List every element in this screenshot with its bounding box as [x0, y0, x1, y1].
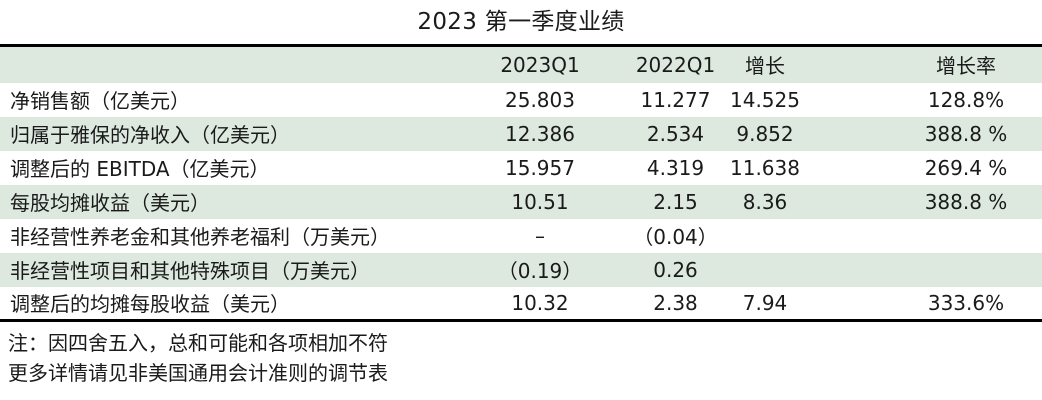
- value-cell: （0.04）: [633, 225, 718, 249]
- results-table: 2023Q1 2022Q1 增长 增长率 净销售额（亿美元） 25.803 11.277 1…: [0, 44, 1042, 322]
- value-cell: 15.957: [505, 155, 575, 180]
- value-cell: 8.36: [742, 189, 788, 214]
- table-body: 净销售额（亿美元） 25.803 11.277 14.525 128.8% 归属于雅保的净…: [0, 82, 1042, 321]
- row-label: 非经营性项目和其他特殊项目（万美元）: [10, 259, 370, 283]
- table-row: 净销售额（亿美元） 25.803 11.277 14.525 128.8%: [0, 82, 1042, 117]
- row-label: 每股均摊收益（美元）: [10, 191, 210, 215]
- row-label: 归属于雅保的净收入（亿美元）: [10, 123, 290, 147]
- header-row: 2023Q1 2022Q1 增长 增长率: [0, 45, 1042, 83]
- value-cell: 2.15: [653, 189, 698, 214]
- column-header: 增长: [745, 54, 785, 79]
- value-cell: 388.8 %: [924, 189, 1008, 214]
- column-header: 2022Q1: [635, 52, 716, 77]
- table-row: 非经营性养老金和其他养老福利（万美元） – （0.04）: [0, 218, 1042, 253]
- value-cell: [805, 219, 1042, 253]
- value-cell: （0.19）: [497, 259, 583, 283]
- table-row: 归属于雅保的净收入（亿美元） 12.386 2.534 9.852 388.8 %: [0, 116, 1042, 151]
- value-cell: 269.4 %: [924, 155, 1008, 180]
- row-label-header: [0, 46, 460, 83]
- value-cell: 10.32: [511, 290, 569, 315]
- value-cell: –: [535, 223, 545, 248]
- value-cell: [725, 253, 805, 287]
- value-cell: [805, 253, 1042, 287]
- row-label: 净销售额（亿美元）: [10, 89, 190, 113]
- value-cell: 388.8 %: [924, 121, 1008, 146]
- table-footnotes: 注：因四舍五入，总和可能和各项相加不符 更多详情请见非美国通用会计准则的调节表: [0, 328, 1042, 388]
- column-header: 增长率: [936, 54, 996, 79]
- table-row: 调整后的均摊每股收益（美元） 10.32 2.38 7.94 333.6%: [0, 286, 1042, 321]
- column-header: 2023Q1: [500, 52, 580, 77]
- value-cell: [725, 219, 805, 253]
- value-cell: 128.8%: [927, 87, 1005, 112]
- row-label: 调整后的均摊每股收益（美元）: [10, 292, 290, 317]
- value-cell: 12.386: [505, 121, 575, 146]
- value-cell: 7.94: [742, 290, 788, 315]
- value-cell: 11.638: [730, 155, 800, 180]
- value-cell: 333.6%: [927, 290, 1005, 315]
- footnote-line: 注：因四舍五入，总和可能和各项相加不符: [8, 331, 388, 355]
- footnote-line: 更多详情请见非美国通用会计准则的调节表: [8, 361, 388, 385]
- row-label: 调整后的 EBITDA（亿美元）: [10, 157, 270, 181]
- value-cell: 14.525: [730, 87, 800, 112]
- table-row: 调整后的 EBITDA（亿美元） 15.957 4.319 11.638 269.4 %: [0, 150, 1042, 185]
- page-title: 2023 第一季度业绩: [417, 9, 625, 35]
- value-cell: 0.26: [653, 257, 698, 282]
- value-cell: 9.852: [736, 121, 794, 146]
- row-label: 非经营性养老金和其他养老福利（万美元）: [10, 225, 390, 249]
- value-cell: 2.534: [646, 121, 705, 146]
- value-cell: 4.319: [646, 155, 705, 180]
- value-cell: 11.277: [640, 87, 711, 112]
- value-cell: 10.51: [511, 189, 569, 214]
- value-cell: 2.38: [653, 290, 698, 315]
- table-row: 非经营性项目和其他特殊项目（万美元） （0.19） 0.26: [0, 252, 1042, 287]
- table-row: 每股均摊收益（美元） 10.51 2.15 8.36 388.8 %: [0, 184, 1042, 219]
- value-cell: 25.803: [505, 87, 575, 112]
